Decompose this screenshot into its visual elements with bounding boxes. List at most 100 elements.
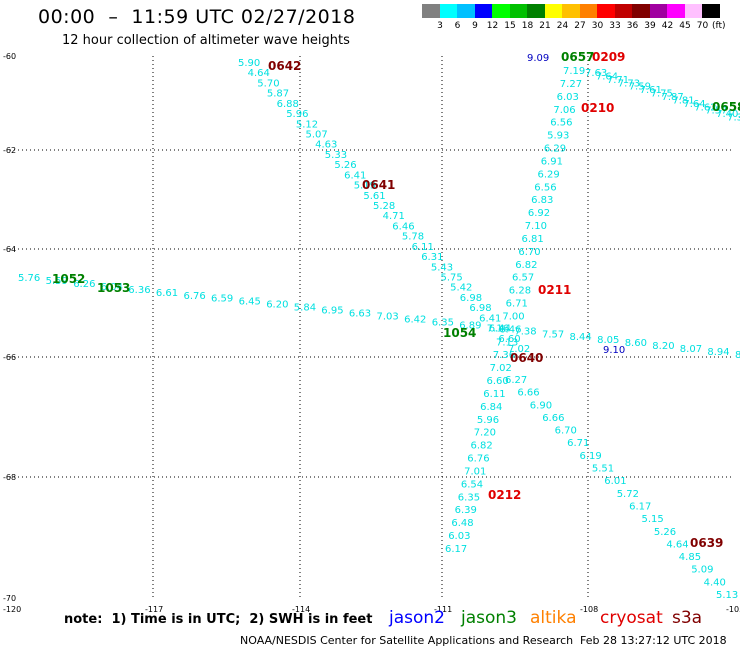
wave-height-value: 5.09 [691,565,713,576]
wave-height-value: 4.85 [679,552,701,563]
pass-time-label: 0211 [538,283,571,297]
wave-height-value: 6.98 [469,303,491,314]
wave-height-value: 6.17 [445,544,467,555]
wave-height-value: 6.28 [509,286,531,297]
wave-height-value: 6.29 [538,169,560,180]
wave-height-value: 9.09 [527,53,549,64]
wave-height-value: 6.35 [432,317,454,328]
wave-height-value: 6.29 [544,144,566,155]
wave-height-value: 7.57 [705,106,727,117]
wave-height-tracks: 5.904.645.705.876.885.965.125.074.635.33… [18,58,740,601]
wave-height-value: 5.19 [354,181,376,192]
lat-tick-label: -68 [3,473,16,482]
wave-height-value: 6.42 [404,315,426,326]
legend-label: 33 [609,21,621,31]
wave-height-value: 6.92 [528,208,550,219]
legend-swatch [684,4,702,18]
pass-time-label: 0639 [690,536,723,550]
lon-tick-label: -111 [434,605,452,614]
legend-label: 27 [574,21,586,31]
pass-time-label: 0641 [362,178,395,192]
pass-time-label: 0657 [561,50,594,64]
wave-height-value: 6.31 [421,252,443,263]
wave-height-value: 7.59 [629,82,651,93]
wave-height-value: 5.61 [363,191,385,202]
wave-height-value: 6.56 [550,118,572,129]
wave-height-value: 6.89 [459,320,481,331]
wave-height-value: 6.17 [629,502,651,513]
legend-swatch [597,4,615,18]
wave-height-value: 6.04 [101,282,123,293]
wave-height-value: 4.71 [383,211,405,222]
legend-swatch [527,4,545,18]
lon-tick-label: -117 [145,605,163,614]
satellite-name: s3a [672,608,703,628]
legend-label: 9 [472,21,478,31]
wave-height-value: 7.00 [502,312,524,323]
satellite-name: jason2 [389,608,445,628]
credit-line: NOAA/NESDIS Center for Satellite Applica… [240,634,574,647]
wave-height-value: 5.76 [18,273,40,284]
wave-height-value: 7.71 [607,75,629,86]
wave-height-value: 6.83 [531,195,553,206]
wave-height-value: 7.87 [662,92,684,103]
lat-tick-label: -64 [3,245,16,254]
wave-height-value: 6.56 [534,182,556,193]
wave-height-value: 5.90 [238,58,260,69]
wave-height-value: 7.06 [553,105,575,116]
wave-height-value: 6.76 [184,291,206,302]
wave-height-value: 6.48 [451,518,473,529]
graticule [10,56,733,598]
wave-height-value: 7.02 [508,344,530,355]
wave-height-value: 6.76 [467,454,489,465]
wave-height-value: 7.13 [496,337,518,348]
wave-height-value: 6.61 [156,288,178,299]
lat-tick-label: -66 [3,353,16,362]
wave-height-value: 7.81 [672,95,694,106]
pass-time-label: 1053 [97,281,130,295]
map-title: 00:00 – 11:59 UTC 02/27/2018 [38,6,356,28]
wave-height-value: 5.93 [547,131,569,142]
wave-height-value: 7.75 [651,89,673,100]
wave-height-value: 6.66 [542,413,564,424]
wave-height-value: 6.95 [321,306,343,317]
legend-label: 15 [504,21,516,31]
legend-swatch [422,4,440,18]
generation-timestamp: Feb 28 13:27:12 UTC 2018 [580,634,727,647]
wave-height-value: 5.26 [334,160,356,171]
wave-height-value: 6.71 [567,438,589,449]
wave-height-value: 6.57 [512,273,534,284]
wave-height-value: 5.84 [294,303,316,314]
wave-height-value: 6.82 [515,260,537,271]
wave-height-value: 5.96 [286,109,308,120]
legend-swatch [439,4,457,18]
map-subtitle: 12 hour collection of altimeter wave hei… [62,33,350,48]
wave-height-value: 4.64 [248,68,270,79]
wave-height-value: 7.61 [640,85,662,96]
wave-height-value: 5.70 [257,78,279,89]
pass-time-label: 0212 [488,488,521,502]
satellite-name: cryosat [600,608,663,628]
pass-time-label: 1054 [443,326,476,340]
legend-label: 45 [679,21,691,31]
wave-height-value: 6.41 [479,313,501,324]
wave-height-value: 7.63 [585,68,607,79]
wave-height-value: 7.27 [560,79,582,90]
wave-height-value: 6.81 [522,234,544,245]
pass-time-label: 0642 [268,59,301,73]
legend-swatch [474,4,492,18]
legend-swatch [702,4,720,18]
legend-swatch [562,4,580,18]
wave-height-value: 5.07 [306,130,328,141]
wave-height-value: 7.38 [514,326,536,337]
wave-height-value: 4.63 [315,140,337,151]
wave-height-value: 5.87 [267,89,289,100]
wave-height-value: 8.05 [597,335,619,346]
wave-height-value: 7.36 [493,350,515,361]
wave-height-value: 6.41 [344,170,366,181]
axis-labels: -60 -62 -64 -66 -68 -70 -120 -117 -114 -111 -108 -1… [3,52,740,614]
legend-swatch [579,4,597,18]
wave-height-value: 7.01 [464,467,486,478]
wave-height-value: 8.44 [570,332,592,343]
